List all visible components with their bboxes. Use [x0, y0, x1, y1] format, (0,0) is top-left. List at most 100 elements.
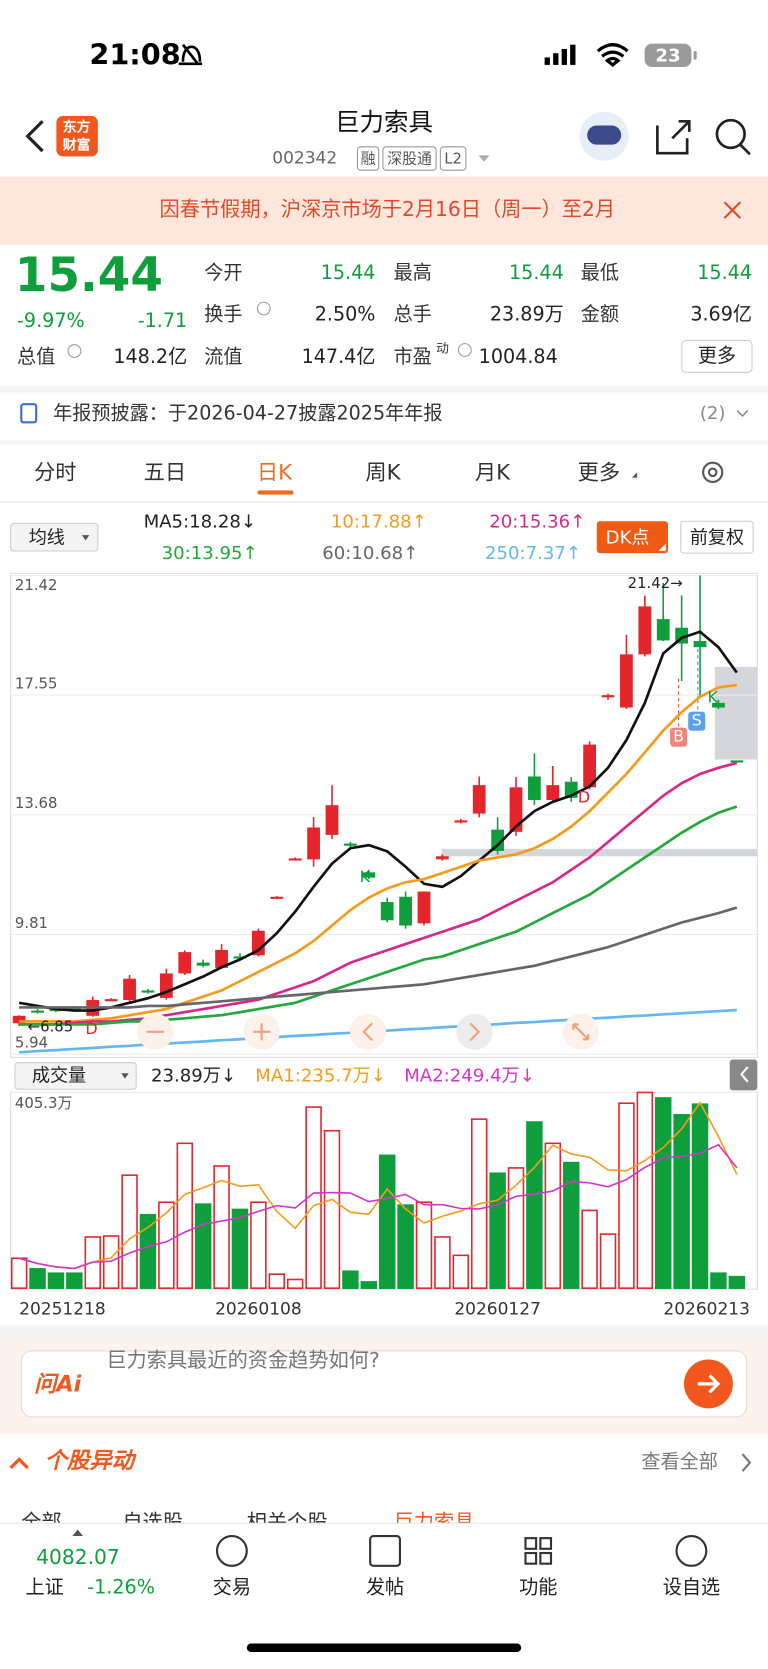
- nav-label[interactable]: 设自选: [663, 1576, 720, 1599]
- movers-more[interactable]: 查看全部: [641, 1450, 718, 1473]
- candle-body: [141, 990, 155, 993]
- stat-value: 1004.84: [479, 345, 558, 368]
- volume-bar: [194, 1203, 212, 1289]
- post-icon[interactable]: [369, 1534, 402, 1567]
- volume-select[interactable]: [14, 1062, 137, 1090]
- dk-button-text: DK点: [606, 527, 650, 548]
- watch-icon[interactable]: [675, 1534, 708, 1567]
- stat-value: 23.89万: [490, 302, 564, 325]
- info-icon[interactable]: [256, 301, 271, 316]
- info-icon[interactable]: [67, 344, 82, 358]
- candle-body: [12, 1015, 26, 1024]
- volume-bar: [397, 1204, 414, 1289]
- volume-bar: [452, 1254, 470, 1289]
- tab-underline: [257, 490, 294, 495]
- ma-line: [19, 906, 738, 1009]
- ma-line: [19, 761, 738, 1026]
- candle-body: [472, 785, 486, 814]
- period-tab[interactable]: 周K: [365, 460, 401, 485]
- nav-icons: [215, 1534, 708, 1567]
- volume-bar: [728, 1275, 746, 1289]
- candle-body: [601, 695, 615, 698]
- dk-button[interactable]: [596, 521, 669, 554]
- stat-value: 15.44: [321, 261, 376, 284]
- change: -1.71: [138, 309, 187, 332]
- range-box: [714, 666, 758, 760]
- volume-bar: [710, 1272, 727, 1289]
- nav-label[interactable]: 交易: [213, 1576, 251, 1599]
- wifi-icon: [596, 43, 629, 67]
- pan-right[interactable]: [456, 1013, 493, 1050]
- y-tick-label: 21.42: [15, 576, 58, 594]
- candle-body: [712, 702, 725, 708]
- back-button[interactable]: [25, 120, 44, 153]
- notice-text[interactable]: 年报预披露：于2026-04-27披露2025年年报: [53, 401, 442, 424]
- candle-body: [528, 776, 541, 800]
- stat-label: 换手: [204, 302, 242, 325]
- signal-marker: S: [692, 711, 702, 730]
- candle-body: [104, 999, 118, 1002]
- change-pct: -9.97%: [17, 309, 85, 332]
- nav-label[interactable]: 发帖: [366, 1576, 404, 1599]
- candle-body: [178, 952, 192, 974]
- pan-left[interactable]: [349, 1013, 387, 1050]
- collapse-chevron[interactable]: [9, 1457, 29, 1470]
- collapse-button[interactable]: [729, 1059, 758, 1091]
- volume-bar: [268, 1273, 286, 1289]
- ma-line: [18, 1101, 738, 1270]
- function-icon[interactable]: [524, 1537, 538, 1550]
- legend-entry: MA1:235.7万↓: [255, 1065, 386, 1086]
- y-tick-label: 17.55: [15, 675, 58, 693]
- adjust-button[interactable]: [680, 520, 754, 554]
- period-tab[interactable]: 月K: [475, 460, 511, 485]
- search-icon[interactable]: [715, 118, 746, 150]
- search-handle: [739, 143, 751, 156]
- volume-select-text: 成交量: [32, 1065, 86, 1086]
- volume-bar: [636, 1091, 654, 1289]
- volume-bar: [581, 1209, 598, 1289]
- battery-level: 23: [655, 45, 680, 66]
- period-tab[interactable]: 分时: [34, 460, 77, 485]
- candle-body: [123, 978, 136, 1001]
- annotation: ←6.85: [28, 1018, 74, 1036]
- legend-entry: 30:13.95↑: [162, 543, 258, 564]
- stat-value: 3.69亿: [690, 302, 752, 325]
- period-tab[interactable]: 五日: [144, 460, 187, 485]
- info-icon[interactable]: [457, 343, 472, 357]
- dropdown[interactable]: [478, 155, 490, 162]
- more-button[interactable]: [681, 339, 753, 373]
- banner-text: 因春节假期，沪深京市场于2月16日（周一）至2月: [160, 197, 615, 221]
- stat-label-sup: 动: [436, 341, 449, 356]
- ma-select[interactable]: [10, 522, 99, 552]
- avatar-face: [587, 125, 622, 145]
- legend-entry: MA2:249.4万↓: [404, 1065, 535, 1086]
- candle-body: [362, 872, 376, 878]
- settings-icon[interactable]: [702, 461, 724, 483]
- ai-send-icon: [697, 1374, 721, 1394]
- volume-bar: [415, 1201, 433, 1289]
- signal-marker: D: [85, 1019, 97, 1038]
- signal-icon: [544, 44, 576, 65]
- settings-icon-core: [707, 467, 718, 478]
- trade-icon[interactable]: [215, 1534, 248, 1567]
- period-tab[interactable]: 更多: [578, 460, 621, 485]
- more-caret: [631, 472, 638, 478]
- ma-select-text: 均线: [29, 527, 65, 548]
- share-icon[interactable]: [656, 119, 691, 155]
- volume-bar: [286, 1278, 304, 1289]
- candle-body: [233, 956, 247, 959]
- banner-close[interactable]: [723, 201, 742, 219]
- tag-box: [382, 146, 437, 171]
- nav-label[interactable]: 功能: [519, 1576, 557, 1599]
- candle-body: [491, 829, 504, 851]
- ai-input[interactable]: [20, 1350, 748, 1418]
- volume-bar: [673, 1114, 690, 1289]
- stat-label: 总手: [394, 302, 432, 325]
- index-caret: [72, 1529, 83, 1537]
- more-chevron: [741, 1453, 752, 1472]
- resistance-band: [441, 848, 758, 857]
- chart-controls: [137, 1013, 599, 1050]
- period-tab[interactable]: 日K: [257, 460, 293, 485]
- stat-value: 147.4亿: [302, 345, 376, 368]
